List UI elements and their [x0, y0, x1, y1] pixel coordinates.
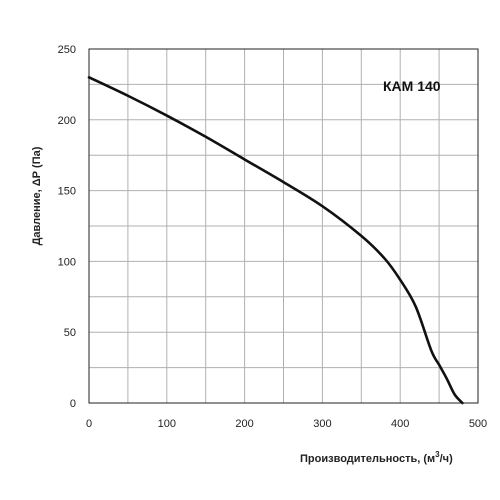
y-tick-label: 50 [64, 327, 76, 339]
x-axis-title-sup: 3 [435, 450, 440, 459]
y-tick-label: 100 [58, 256, 76, 268]
y-tick-label: 200 [58, 115, 76, 127]
grid [89, 49, 478, 403]
x-tick-label: 200 [235, 418, 253, 430]
x-tick-label: 500 [469, 418, 487, 430]
series-label: КАМ 140 [383, 78, 441, 94]
y-axis-title: Давление, ΔР (Па) [31, 146, 43, 245]
y-tick-label: 250 [58, 44, 76, 56]
x-tick-label: 300 [313, 418, 331, 430]
plot-frame [88, 48, 479, 404]
tick-labels: 0 100 200 300 400 500 0 50 100 150 200 250 [58, 44, 488, 430]
x-axis-title: Производительность, (м3/ч) [300, 450, 453, 465]
x-tick-label: 100 [158, 418, 176, 430]
y-tick-label: 0 [70, 398, 76, 410]
series-line-kam-140 [87, 76, 464, 405]
x-tick-label: 400 [391, 418, 409, 430]
x-axis-title-main: Производительность, (м [300, 453, 435, 465]
x-tick-label: 0 [86, 418, 92, 430]
x-axis-title-tail: /ч) [440, 453, 453, 465]
y-tick-label: 150 [58, 186, 76, 198]
